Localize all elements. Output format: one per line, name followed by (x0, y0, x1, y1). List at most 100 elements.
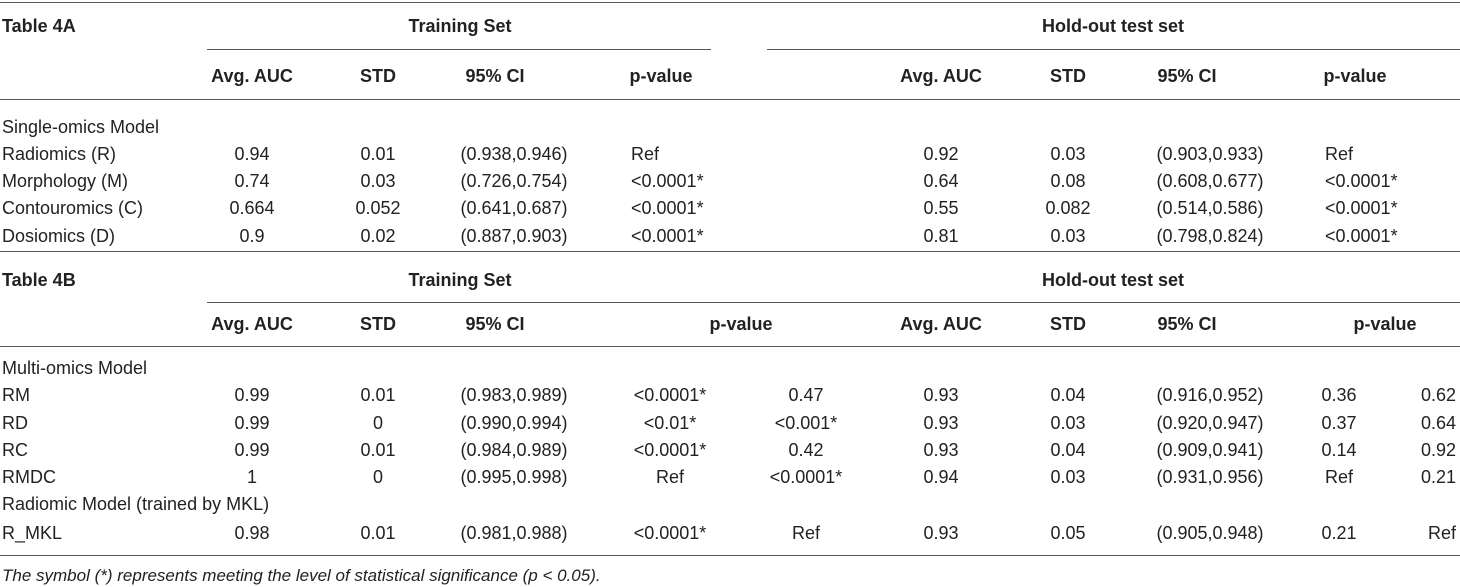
table-cell: (0.887,0.903) (460, 226, 568, 246)
table-4b-training-header: Training Set (408, 270, 512, 290)
table-4b-group-rule (207, 302, 1460, 303)
table-4a-col-avg-auc-ho: Avg. AUC (900, 66, 982, 86)
table-cell: (0.514,0.586) (1156, 198, 1264, 218)
table-cell: 0.47 (788, 385, 824, 405)
table-4a-bottom-rule (0, 251, 1460, 252)
table-cell: (0.909,0.941) (1156, 440, 1264, 460)
table-cell: 0.74 (234, 171, 270, 191)
table-cell: 0.01 (360, 385, 396, 405)
table-cell: 0.05 (1050, 523, 1086, 543)
table-cell: 0.03 (360, 171, 396, 191)
table-cell: 0.93 (923, 523, 959, 543)
table-cell: (0.995,0.998) (460, 467, 568, 487)
table-cell: 0.99 (234, 385, 270, 405)
table-cell: (0.981,0.988) (460, 523, 568, 543)
table-cell: 0.082 (1045, 198, 1091, 218)
table-cell: 0.21 (1420, 467, 1456, 487)
table-cell: <0.0001* (631, 171, 704, 191)
table-cell: (0.905,0.948) (1156, 523, 1264, 543)
table-4a-col-std-ho: STD (1050, 66, 1086, 86)
table-cell: 0.62 (1420, 385, 1456, 405)
table-4a-group-label: Single-omics Model (2, 117, 160, 137)
table-cell: (0.920,0.947) (1156, 413, 1264, 433)
table-cell: 0.664 (229, 198, 275, 218)
table-4b-col-std: STD (360, 314, 396, 334)
table-row-name: Dosiomics (D) (2, 226, 116, 246)
table-4b-holdout-header: Hold-out test set (1042, 270, 1184, 290)
table-cell: <0.0001* (631, 198, 704, 218)
table-cell: 0.04 (1050, 440, 1086, 460)
table-cell: (0.798,0.824) (1156, 226, 1264, 246)
table-cell: (0.984,0.989) (460, 440, 568, 460)
table-4b-col-ci-ho: 95% CI (1157, 314, 1217, 334)
table-cell: 0.81 (923, 226, 959, 246)
table-4b-col-avg-auc: Avg. AUC (211, 314, 293, 334)
table-cell: (0.983,0.989) (460, 385, 568, 405)
table-cell: Ref (631, 144, 660, 164)
table-4a-holdout-header: Hold-out test set (1042, 16, 1184, 36)
table-4a-col-std: STD (360, 66, 396, 86)
table-4b-col-pvalue: p-value (709, 314, 773, 334)
table-cell: Ref (1427, 523, 1456, 543)
table-cell: 0.02 (360, 226, 396, 246)
table-cell: 0.9 (239, 226, 265, 246)
table-cell: 0.03 (1050, 226, 1086, 246)
table-cell: 0.93 (923, 413, 959, 433)
table-cell: Ref (655, 467, 685, 487)
table-cell: (0.903,0.933) (1156, 144, 1264, 164)
table-cell: (0.990,0.994) (460, 413, 568, 433)
table-cell: 0.94 (234, 144, 270, 164)
table-row-name: RMDC (2, 467, 56, 487)
table-4b-col-avg-auc-ho: Avg. AUC (900, 314, 982, 334)
table-4b-col-ci: 95% CI (465, 314, 525, 334)
table-cell: <0.0001* (633, 523, 707, 543)
table-cell: 0.04 (1050, 385, 1086, 405)
table-4a-col-avg-auc: Avg. AUC (211, 66, 293, 86)
table-cell: 0.21 (1321, 523, 1357, 543)
table-cell: 0.64 (1420, 413, 1456, 433)
table-4b-group1-label: Multi-omics Model (2, 358, 148, 378)
table-cell: 0.94 (923, 467, 959, 487)
table-cell: (0.726,0.754) (460, 171, 568, 191)
table-cell: 0.08 (1050, 171, 1086, 191)
table-cell: 0.14 (1321, 440, 1357, 460)
table-row-name: RM (2, 385, 30, 405)
table-4a-col-ci-ho: 95% CI (1157, 66, 1217, 86)
table-cell: (0.931,0.956) (1156, 467, 1264, 487)
table-cell: 0.01 (360, 523, 396, 543)
table-4a-col-pvalue: p-value (629, 66, 693, 86)
table-cell: 0.55 (923, 198, 959, 218)
table-4a-col-ci: 95% CI (465, 66, 525, 86)
table-cell: (0.938,0.946) (460, 144, 568, 164)
table-4b-title: Table 4B (2, 270, 76, 290)
table-cell: 0 (372, 467, 384, 487)
table-4b-col-pvalue-ho: p-value (1353, 314, 1417, 334)
table-4a-holdout-rule (767, 49, 1460, 50)
table-cell: 0.36 (1321, 385, 1357, 405)
table-cell: 0.03 (1050, 144, 1086, 164)
table-cell: (0.916,0.952) (1156, 385, 1264, 405)
table-footnote: The symbol (*) represents meeting the le… (2, 566, 601, 585)
table-cell: 0.99 (234, 440, 270, 460)
table-cell: 0.03 (1050, 413, 1086, 433)
table-top-rule (0, 2, 1460, 3)
table-row-name: R_MKL (2, 523, 63, 543)
table-cell: Ref (1325, 144, 1354, 164)
table-row-name: RD (2, 413, 28, 433)
table-4a-training-rule (207, 49, 711, 50)
table-cell: 0.92 (1420, 440, 1456, 460)
table-cell: 0 (372, 413, 384, 433)
table-cell: 0.01 (360, 440, 396, 460)
table-cell: <0.001* (774, 413, 838, 433)
table-cell: 0.37 (1321, 413, 1357, 433)
table-4a-header-rule (0, 99, 1460, 100)
table-cell: <0.0001* (631, 226, 704, 246)
table-4a-col-pvalue-ho: p-value (1323, 66, 1387, 86)
table-row-name: Morphology (M) (2, 171, 129, 191)
table-cell: 0.93 (923, 440, 959, 460)
table-cell: 0.01 (360, 144, 396, 164)
table-cell: 0.98 (234, 523, 270, 543)
table-4b-group2-label: Radiomic Model (trained by MKL) (2, 494, 270, 514)
table-cell: Ref (1324, 467, 1354, 487)
table-cell: (0.641,0.687) (460, 198, 568, 218)
